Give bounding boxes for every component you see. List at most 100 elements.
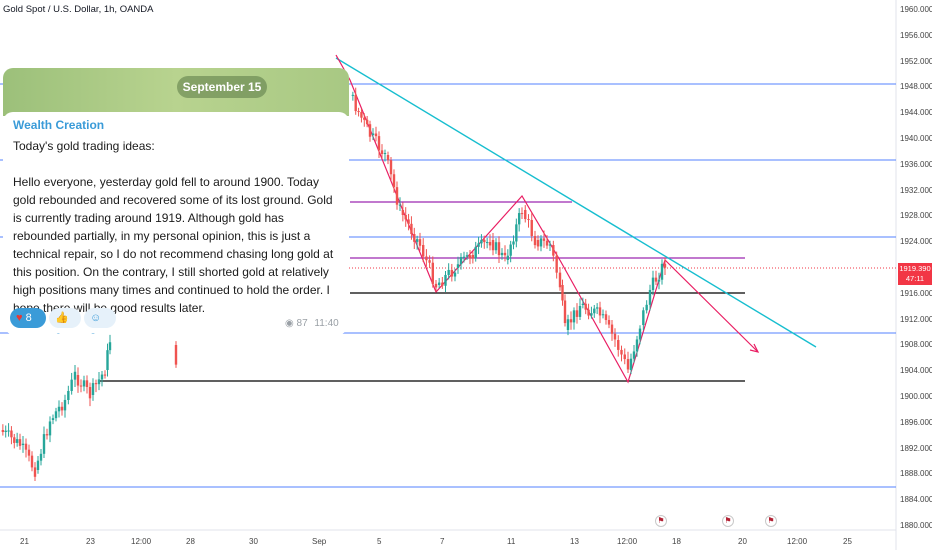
price-axis-label: 1884.000 — [900, 495, 932, 505]
candle-body — [604, 314, 608, 321]
candlestick-series[interactable] — [1, 87, 667, 481]
candle-body — [54, 411, 58, 419]
candle-body — [108, 342, 112, 351]
price-axis-label: 1900.000 — [900, 392, 932, 401]
candle-body — [527, 219, 530, 221]
projection-arrow-head — [749, 343, 760, 353]
candle-body — [380, 150, 384, 155]
candle-body — [494, 242, 498, 251]
candle-body — [357, 111, 360, 113]
time-axis-label: 23 — [86, 537, 95, 546]
candle-body — [88, 387, 92, 399]
candle-body — [552, 245, 555, 256]
candle-body — [100, 374, 104, 380]
candle-body — [545, 240, 549, 246]
candle-body — [503, 252, 507, 256]
candle-body — [444, 274, 447, 286]
candle-body — [453, 272, 457, 277]
current-price-value: 1919.390 — [899, 264, 931, 273]
bar-countdown: 47:11 — [905, 274, 925, 283]
us-flag-event-icon[interactable]: ⚑ — [722, 515, 734, 527]
candle-body — [635, 339, 639, 352]
time-axis-label: 28 — [186, 537, 195, 546]
us-flag-event-icon[interactable]: ⚑ — [765, 515, 777, 527]
candle-body — [441, 282, 444, 286]
candle-body — [509, 244, 512, 256]
price-axis-label: 1940.000 — [900, 134, 932, 143]
candle-body — [377, 136, 381, 151]
time-axis-label: 12:00 — [617, 537, 638, 546]
price-axis-label: 1952.000 — [900, 56, 932, 66]
candle-body — [70, 379, 73, 391]
reaction-face[interactable]: ☺ 3 — [84, 308, 116, 334]
candle-body — [524, 210, 527, 220]
candle-body — [422, 245, 425, 257]
candle-body — [613, 333, 617, 340]
reaction-heart[interactable]: ♥ 8 — [10, 308, 46, 328]
candle-body — [36, 460, 40, 470]
candle-body — [515, 224, 518, 242]
price-axis-label: 1928.000 — [900, 211, 932, 221]
candle-body — [542, 238, 546, 241]
candle-body — [371, 133, 375, 135]
view-count: 87 — [296, 318, 308, 329]
candle-body — [76, 375, 80, 386]
candle-body — [520, 213, 524, 215]
candle-body — [174, 345, 178, 365]
date-badge: September 15 — [177, 76, 267, 98]
time-axis-label: 20 — [738, 537, 747, 546]
candle-body — [471, 255, 475, 259]
candle-body — [4, 430, 7, 433]
candle-body — [85, 380, 89, 388]
candle-body — [45, 434, 49, 436]
candle-body — [566, 319, 570, 330]
candle-body — [626, 359, 630, 370]
candle-body — [642, 310, 645, 325]
downtrend-line[interactable] — [335, 57, 817, 348]
candle-body — [572, 310, 576, 323]
candle-body — [79, 385, 83, 387]
candle-body — [57, 406, 61, 412]
candle-body — [363, 117, 366, 120]
candle-body — [629, 358, 633, 370]
candle-body — [21, 443, 25, 445]
candle-body — [533, 236, 537, 246]
candle-body — [488, 242, 492, 246]
message-time: 11:40 — [314, 318, 339, 329]
candle-body — [13, 437, 16, 443]
us-flag-event-icon[interactable]: ⚑ — [655, 515, 667, 527]
candle-body — [497, 242, 501, 256]
current-price-tag: 1919.390 47:11 — [898, 263, 932, 285]
candle-body — [407, 219, 410, 224]
candle-body — [575, 310, 579, 317]
candle-body — [598, 307, 602, 316]
candle-body — [15, 439, 19, 443]
time-axis-label: 18 — [672, 537, 681, 546]
candle-body — [437, 282, 441, 285]
candle-body — [569, 319, 573, 323]
candle-body — [530, 219, 533, 237]
price-axis-label: 1924.000 — [900, 237, 932, 247]
telegram-message-card: September 15 Wealth Creation Today's gol… — [3, 68, 349, 334]
candle-body — [82, 380, 86, 387]
candle-body — [30, 455, 34, 468]
message-bubble[interactable]: Wealth Creation Today's gold trading ide… — [3, 112, 349, 334]
price-axis-label: 1936.000 — [900, 159, 932, 169]
candle-body — [389, 160, 393, 175]
candle-body — [106, 350, 109, 370]
price-axis-label: 1916.000 — [900, 288, 932, 298]
candle-body — [620, 349, 623, 355]
message-meta: ◉ 87 11:40 — [285, 318, 339, 329]
price-axis-label: 1912.000 — [900, 314, 932, 324]
reaction-thumbs-up[interactable]: 👍 6 — [49, 308, 81, 334]
candle-body — [33, 467, 37, 477]
sender-name[interactable]: Wealth Creation — [13, 118, 105, 132]
candle-body — [578, 305, 582, 317]
reaction-count: 3 — [90, 332, 96, 334]
candle-body — [404, 214, 407, 220]
candle-body — [500, 252, 504, 256]
candle-body — [645, 304, 648, 311]
price-axis-label: 1888.000 — [900, 469, 932, 479]
chat-wallpaper — [3, 68, 349, 116]
candle-body — [60, 406, 64, 411]
